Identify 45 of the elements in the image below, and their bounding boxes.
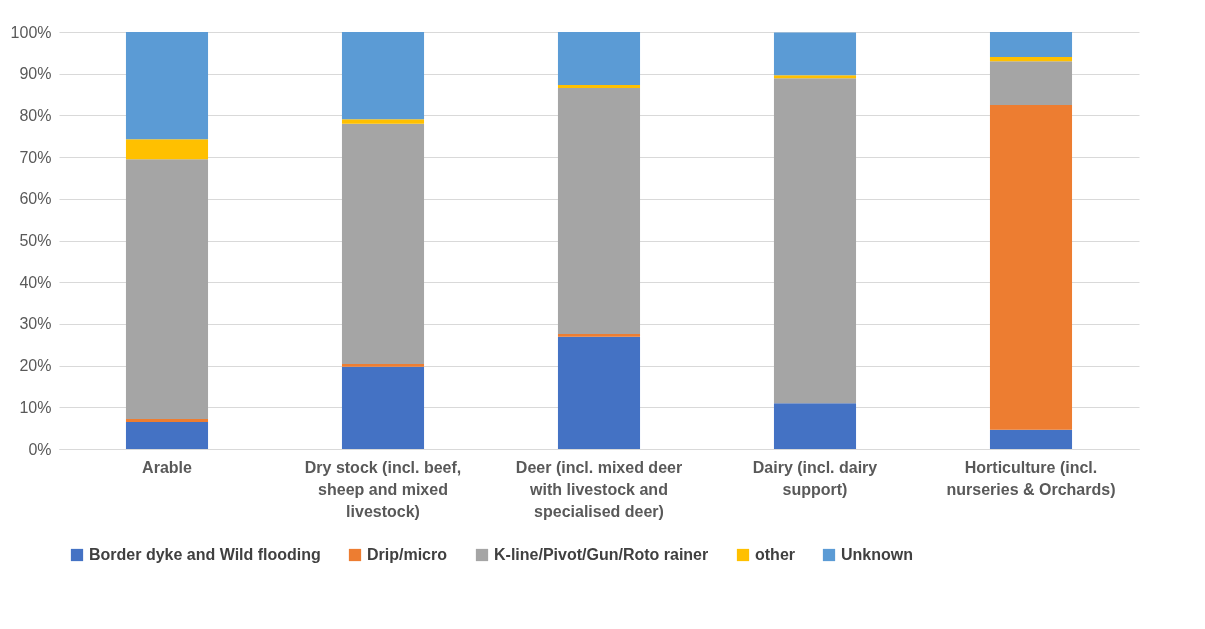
bar — [341, 366, 425, 449]
bar — [341, 123, 425, 364]
legend-label: Drip/micro — [367, 546, 448, 563]
bar — [341, 119, 425, 124]
bar — [125, 139, 209, 160]
legend-label: K-line/Pivot/Gun/Roto rainer — [494, 546, 709, 563]
y-tick-label: 10% — [19, 398, 52, 416]
bar — [125, 159, 209, 419]
bar — [557, 84, 641, 88]
y-tick-label: 40% — [19, 273, 52, 291]
bar — [557, 32, 641, 85]
y-tick-label: 60% — [19, 190, 52, 208]
bar — [557, 333, 641, 337]
y-tick-label: 90% — [19, 65, 52, 83]
bar — [125, 32, 209, 140]
bar — [773, 403, 857, 449]
x-tick-label: Dry stock (incl. beef, sheep and mixed livestock) — [304, 458, 462, 520]
y-tick-label: 70% — [19, 148, 52, 166]
bar — [125, 418, 209, 422]
bar — [125, 421, 209, 449]
bar — [341, 363, 425, 367]
bar — [557, 87, 641, 334]
legend-label: Unknown — [841, 546, 913, 563]
bar — [989, 57, 1073, 62]
bar — [989, 104, 1073, 430]
y-tick-label: 0% — [28, 440, 52, 458]
y-tick-label: 30% — [19, 315, 52, 333]
legend-label: Border dyke and Wild flooding — [89, 546, 321, 563]
bar — [989, 32, 1073, 58]
x-tick-label: Horticulture (incl. nurseries & Orchards) — [946, 458, 1116, 498]
bar — [773, 75, 857, 79]
y-tick-label: 100% — [10, 23, 52, 41]
bar — [557, 336, 641, 449]
x-tick-label: Dairy (incl. dairy support) — [752, 458, 878, 498]
y-tick-label: 80% — [19, 106, 52, 124]
x-tick-label: Arable — [142, 458, 192, 476]
bar — [989, 61, 1073, 105]
bar — [773, 32, 857, 76]
bar — [989, 429, 1073, 449]
legend-label: other — [755, 546, 795, 563]
y-tick-label: 50% — [19, 232, 52, 249]
bar — [773, 78, 857, 404]
y-tick-label: 20% — [19, 357, 52, 375]
x-tick-label: Deer (incl. mixed deer with livestock and specialised deer) — [515, 458, 683, 520]
bar — [341, 32, 425, 120]
